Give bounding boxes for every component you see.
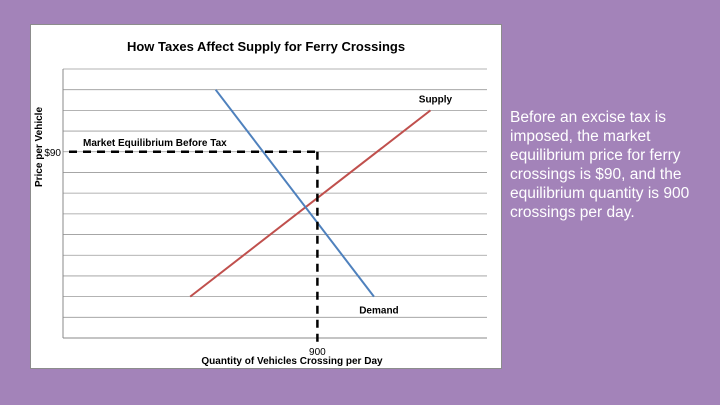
chart: How Taxes Affect Supply for Ferry Crossi… — [34, 39, 487, 367]
x-tick-label: 900 — [309, 347, 326, 358]
y-tick-label: $90 — [44, 148, 61, 159]
demand-label: Demand — [359, 306, 398, 317]
supply-curve — [189, 109, 432, 298]
equilibrium-label: Market Equilibrium Before Tax — [83, 138, 227, 149]
supply-label: Supply — [419, 94, 453, 105]
gridlines — [63, 68, 487, 318]
slide-caption: Before an excise tax is imposed, the mar… — [510, 109, 690, 221]
y-axis-label: Price per Vehicle — [34, 107, 45, 187]
chart-title: How Taxes Affect Supply for Ferry Crossi… — [127, 39, 405, 54]
demand-curve — [214, 89, 375, 298]
chart-card: How Taxes Affect Supply for Ferry Crossi… — [30, 24, 502, 369]
x-axis-label: Quantity of Vehicles Crossing per Day — [201, 356, 383, 367]
